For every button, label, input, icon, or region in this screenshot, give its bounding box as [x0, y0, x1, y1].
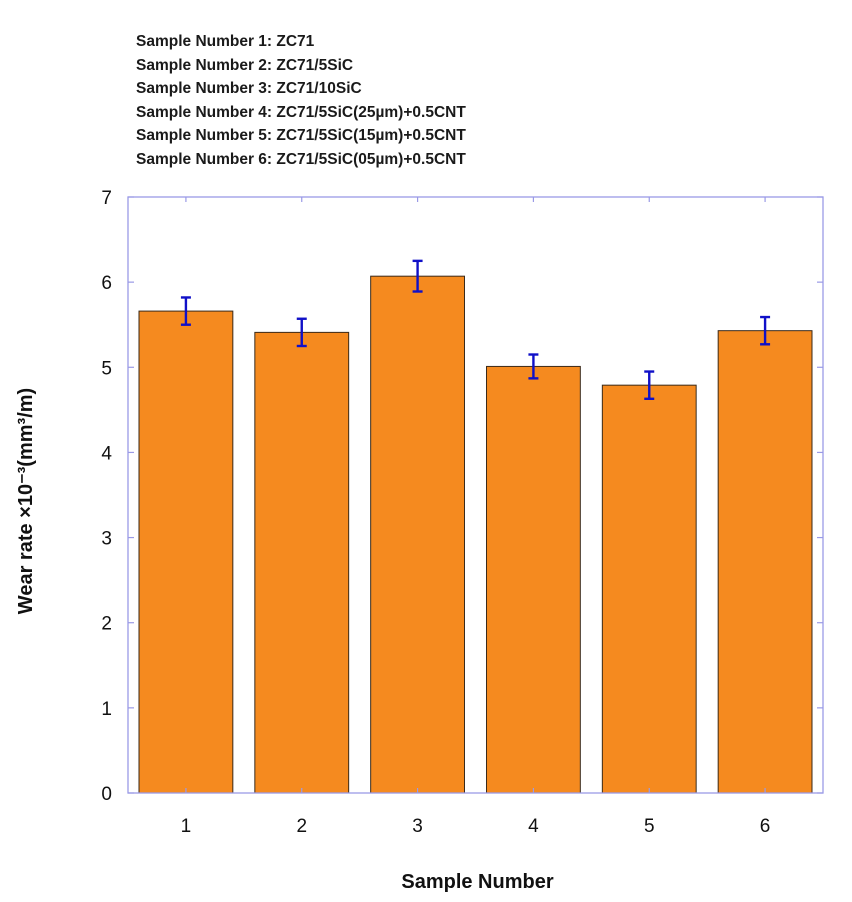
y-axis: 0 1 2 3 4 5 6 7: [101, 188, 823, 805]
x-tick-label: 1: [181, 816, 192, 837]
error-bar-1: [180, 296, 191, 326]
error-bars: [180, 259, 771, 400]
error-bar-5: [644, 370, 655, 400]
error-bar-2: [296, 317, 307, 348]
error-bar-4: [528, 353, 539, 380]
legend-entry-2: Sample Number 2: ZC71/5SiC: [136, 56, 354, 74]
y-tick-label: 1: [101, 699, 112, 720]
bar-3: [370, 275, 465, 794]
error-bar-6: [760, 315, 771, 346]
x-tick-label: 6: [760, 816, 771, 837]
legend-entry-5: Sample Number 5: ZC71/5SiC(15µm)+0.5CNT: [136, 127, 466, 145]
x-axis: 1 2 3 4 5 6: [181, 197, 771, 837]
y-tick-label: 4: [101, 443, 112, 464]
bar-6: [717, 330, 813, 794]
y-tick-label: 7: [101, 188, 112, 209]
x-tick-label: 2: [296, 816, 307, 837]
legend-entry-1: Sample Number 1: ZC71: [136, 33, 315, 50]
y-axis-title: Wear rate ×10⁻³(mm³/m): [15, 388, 37, 614]
error-bar-3: [412, 259, 423, 293]
bar-4: [486, 365, 581, 794]
y-tick-label: 2: [101, 614, 112, 635]
x-tick-label: 5: [644, 816, 655, 837]
plot-area-frame: [127, 196, 824, 794]
x-axis-title: Sample Number: [401, 871, 553, 893]
bar-5: [601, 384, 697, 794]
y-tick-label: 3: [101, 529, 112, 550]
legend-entry-3: Sample Number 3: ZC71/10SiC: [136, 80, 362, 98]
x-tick-label: 4: [528, 816, 539, 837]
bar-2: [254, 331, 350, 794]
legend-entry-6: Sample Number 6: ZC71/5SiC(05µm)+0.5CNT: [136, 150, 466, 168]
bars: [138, 275, 813, 794]
y-tick-label: 5: [101, 358, 112, 379]
bar-1: [138, 310, 234, 794]
y-tick-label: 6: [101, 273, 112, 294]
y-tick-label: 0: [101, 784, 112, 805]
x-tick-label: 3: [412, 816, 423, 837]
legend: Sample Number 1: ZC71 Sample Number 2: Z…: [136, 30, 466, 172]
legend-entry-4: Sample Number 4: ZC71/5SiC(25µm)+0.5CNT: [136, 103, 466, 121]
